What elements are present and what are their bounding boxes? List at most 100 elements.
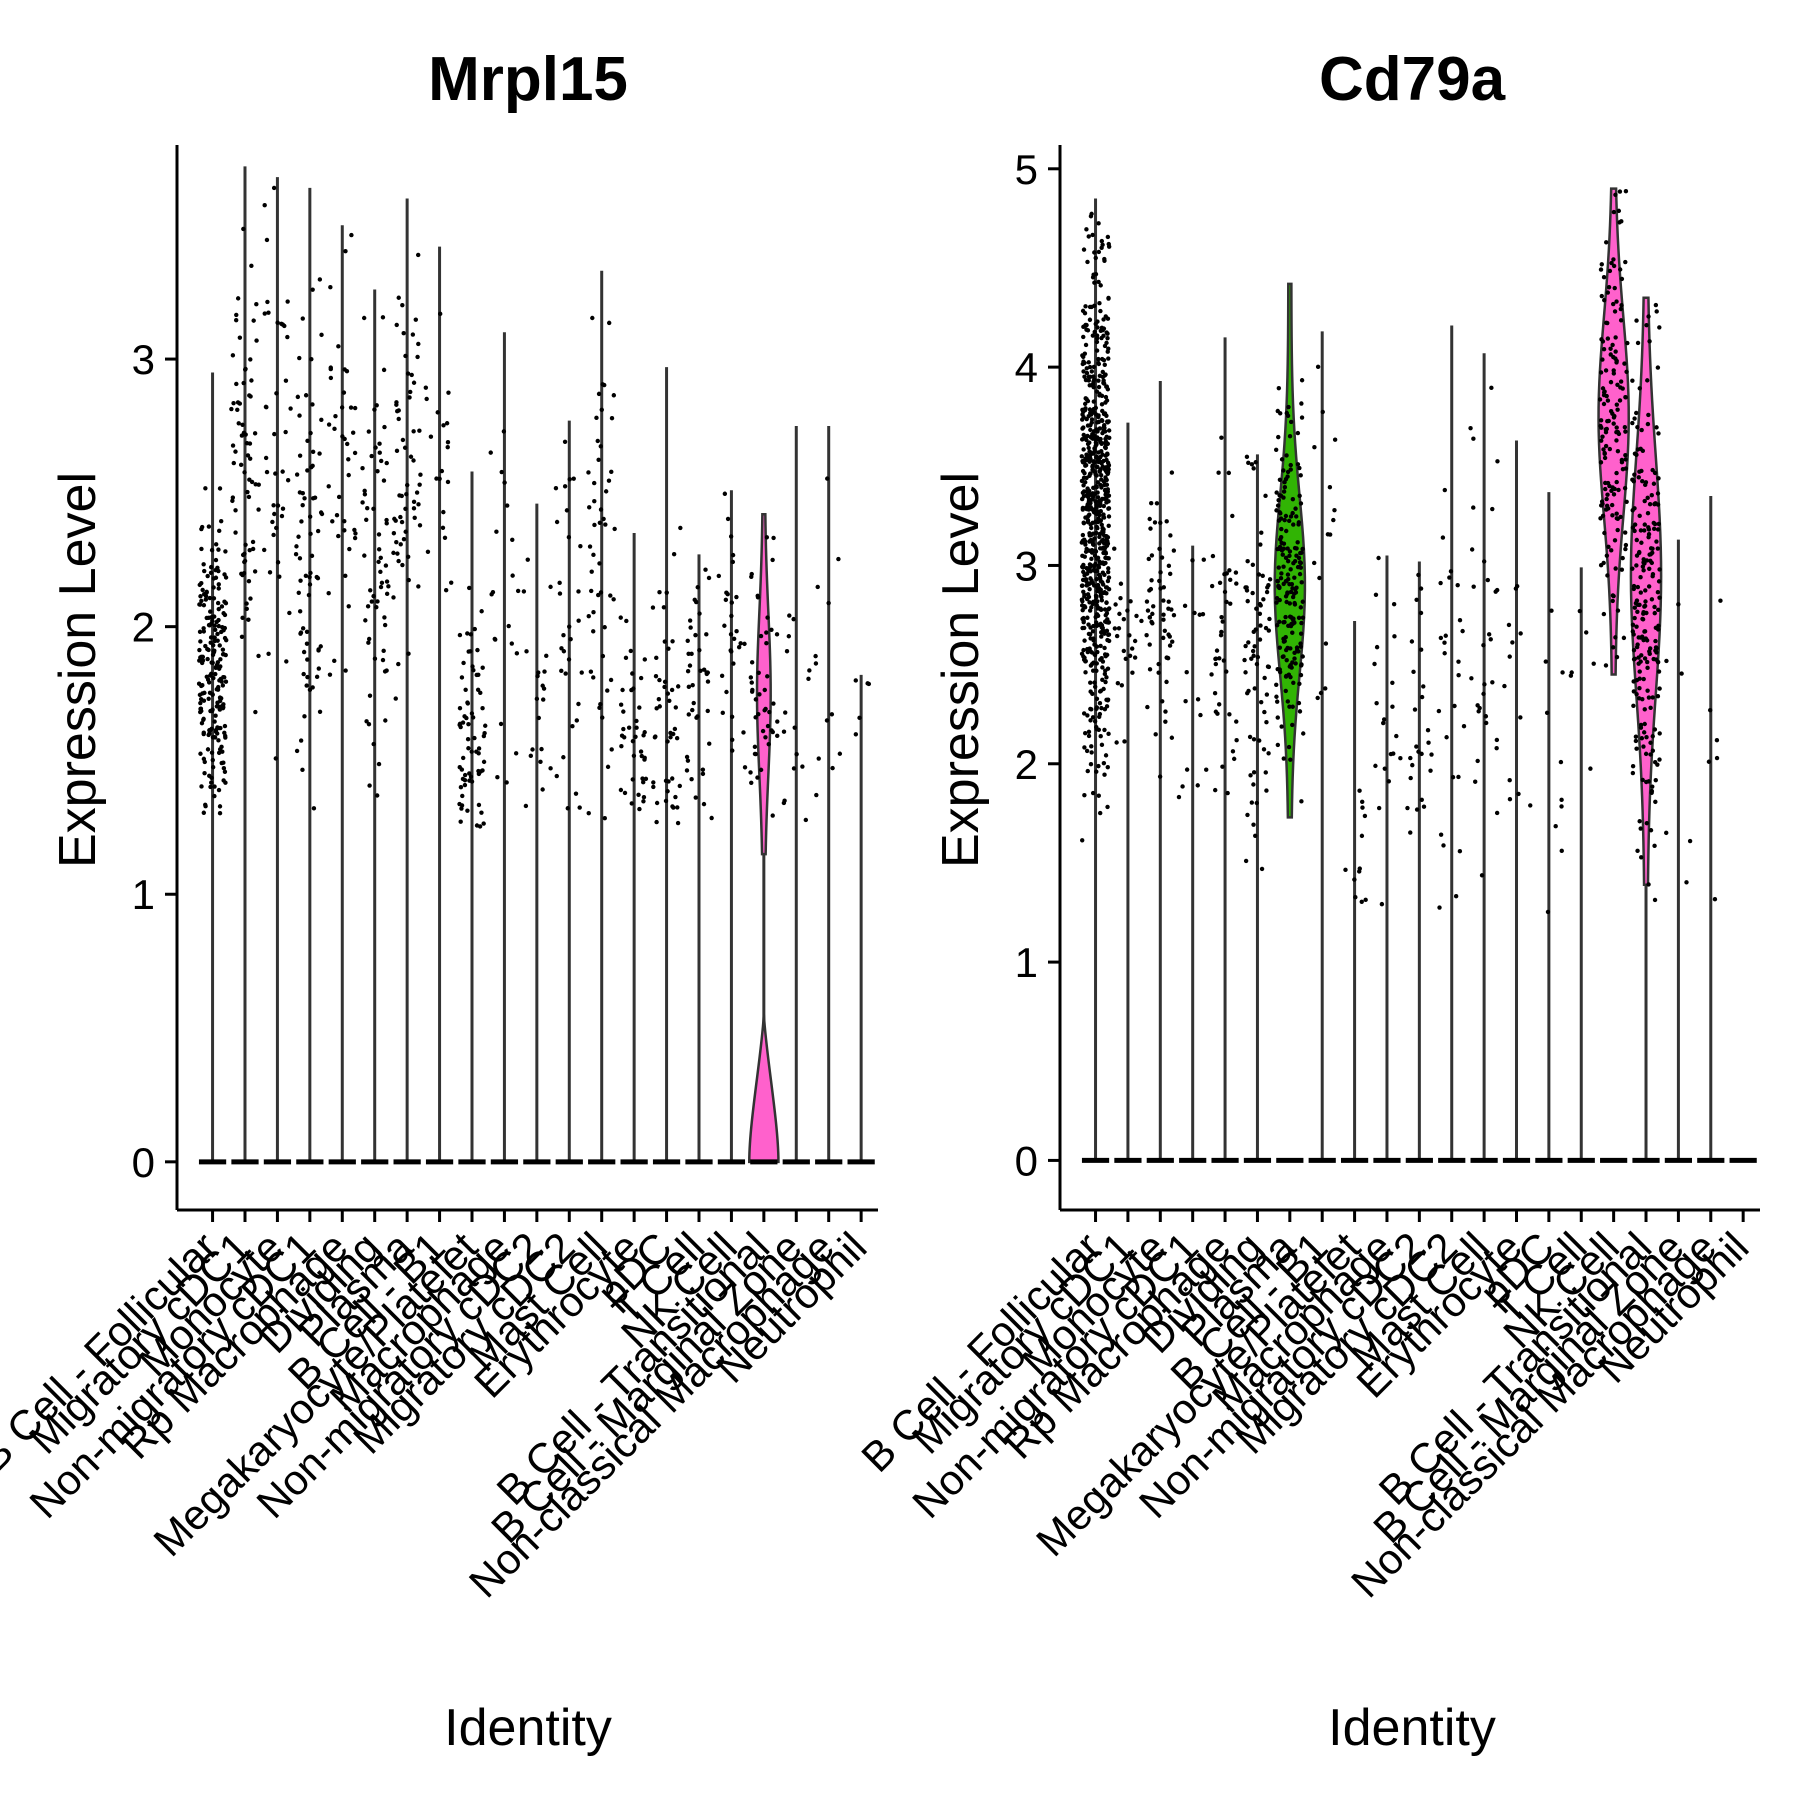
data-point bbox=[1419, 797, 1424, 802]
data-point bbox=[1645, 378, 1650, 383]
data-point bbox=[197, 658, 202, 663]
data-point bbox=[213, 575, 219, 580]
data-point bbox=[1617, 267, 1623, 272]
data-point bbox=[231, 400, 236, 406]
data-point bbox=[208, 708, 213, 714]
data-point bbox=[407, 395, 412, 400]
data-point bbox=[472, 735, 477, 741]
data-point bbox=[233, 317, 239, 323]
data-point bbox=[763, 706, 768, 712]
data-point bbox=[1651, 520, 1656, 526]
data-point bbox=[374, 403, 379, 408]
data-point bbox=[378, 569, 383, 575]
data-point bbox=[665, 739, 670, 744]
data-point bbox=[411, 458, 416, 463]
data-point bbox=[301, 671, 306, 677]
data-point bbox=[364, 517, 369, 522]
data-point bbox=[1266, 664, 1272, 670]
data-point bbox=[705, 708, 710, 714]
data-point bbox=[1486, 632, 1492, 637]
data-point bbox=[309, 356, 314, 362]
data-point bbox=[222, 723, 228, 729]
data-point bbox=[300, 626, 306, 631]
data-point bbox=[408, 389, 413, 395]
data-point bbox=[1104, 675, 1109, 680]
data-point bbox=[214, 687, 219, 692]
data-point bbox=[704, 671, 709, 677]
data-point bbox=[1438, 580, 1443, 586]
data-point bbox=[294, 472, 300, 477]
data-point bbox=[1276, 565, 1281, 570]
data-point bbox=[256, 507, 261, 512]
data-point bbox=[1082, 311, 1088, 316]
data-point bbox=[1609, 488, 1614, 493]
data-point bbox=[1263, 493, 1268, 499]
data-point bbox=[264, 469, 270, 475]
data-point bbox=[1600, 434, 1605, 439]
data-point bbox=[697, 647, 702, 653]
data-point bbox=[753, 697, 759, 702]
data-point bbox=[1630, 763, 1636, 769]
data-point bbox=[1617, 189, 1623, 194]
data-point bbox=[1635, 602, 1641, 608]
data-point bbox=[1251, 653, 1256, 658]
data-point bbox=[1392, 634, 1397, 639]
data-point bbox=[1651, 526, 1657, 532]
data-point bbox=[1293, 590, 1299, 595]
data-point bbox=[1391, 601, 1397, 607]
violin-zero-bulge bbox=[748, 1014, 780, 1164]
data-point bbox=[1216, 470, 1221, 475]
data-point bbox=[305, 438, 310, 444]
data-point bbox=[1105, 335, 1110, 341]
data-point bbox=[1290, 630, 1295, 635]
data-point bbox=[1151, 604, 1156, 609]
data-point bbox=[1086, 378, 1092, 383]
data-point bbox=[1128, 599, 1133, 604]
data-point bbox=[1289, 582, 1295, 587]
data-point bbox=[1085, 713, 1090, 718]
data-point bbox=[728, 632, 734, 637]
data-point bbox=[1276, 385, 1282, 391]
data-point bbox=[1084, 596, 1090, 602]
data-point bbox=[1650, 748, 1656, 753]
data-point bbox=[1318, 690, 1324, 696]
data-point bbox=[304, 629, 310, 634]
data-point bbox=[1631, 583, 1637, 589]
data-point bbox=[416, 502, 421, 507]
data-point bbox=[1651, 656, 1656, 662]
data-point bbox=[1139, 618, 1144, 624]
data-point bbox=[1605, 398, 1611, 403]
data-point bbox=[1101, 760, 1107, 766]
data-point bbox=[198, 696, 204, 702]
data-point bbox=[307, 574, 312, 580]
data-point bbox=[1103, 489, 1109, 494]
data-point bbox=[1601, 346, 1607, 352]
data-point bbox=[1103, 436, 1108, 442]
data-point bbox=[684, 768, 690, 773]
data-point bbox=[1105, 637, 1110, 643]
data-point bbox=[1287, 553, 1292, 558]
data-point bbox=[750, 687, 755, 693]
data-point bbox=[1096, 793, 1101, 798]
data-point bbox=[1088, 680, 1093, 685]
data-point bbox=[1279, 540, 1284, 546]
data-point bbox=[1442, 651, 1447, 656]
data-point bbox=[1619, 276, 1625, 282]
data-point bbox=[1569, 670, 1574, 675]
data-point bbox=[1216, 702, 1222, 707]
data-point bbox=[1160, 699, 1165, 704]
data-point bbox=[1105, 420, 1110, 425]
data-point bbox=[418, 472, 423, 477]
data-point bbox=[1105, 471, 1110, 477]
data-point bbox=[1604, 507, 1609, 512]
data-point bbox=[1609, 502, 1615, 508]
data-point bbox=[1655, 491, 1661, 496]
data-point bbox=[1090, 601, 1095, 607]
data-point bbox=[1100, 369, 1105, 375]
data-point bbox=[1634, 318, 1639, 323]
data-point bbox=[1165, 655, 1171, 661]
data-point bbox=[1091, 399, 1097, 404]
data-point bbox=[1099, 561, 1104, 566]
data-point bbox=[1483, 714, 1489, 719]
data-point bbox=[670, 776, 675, 781]
